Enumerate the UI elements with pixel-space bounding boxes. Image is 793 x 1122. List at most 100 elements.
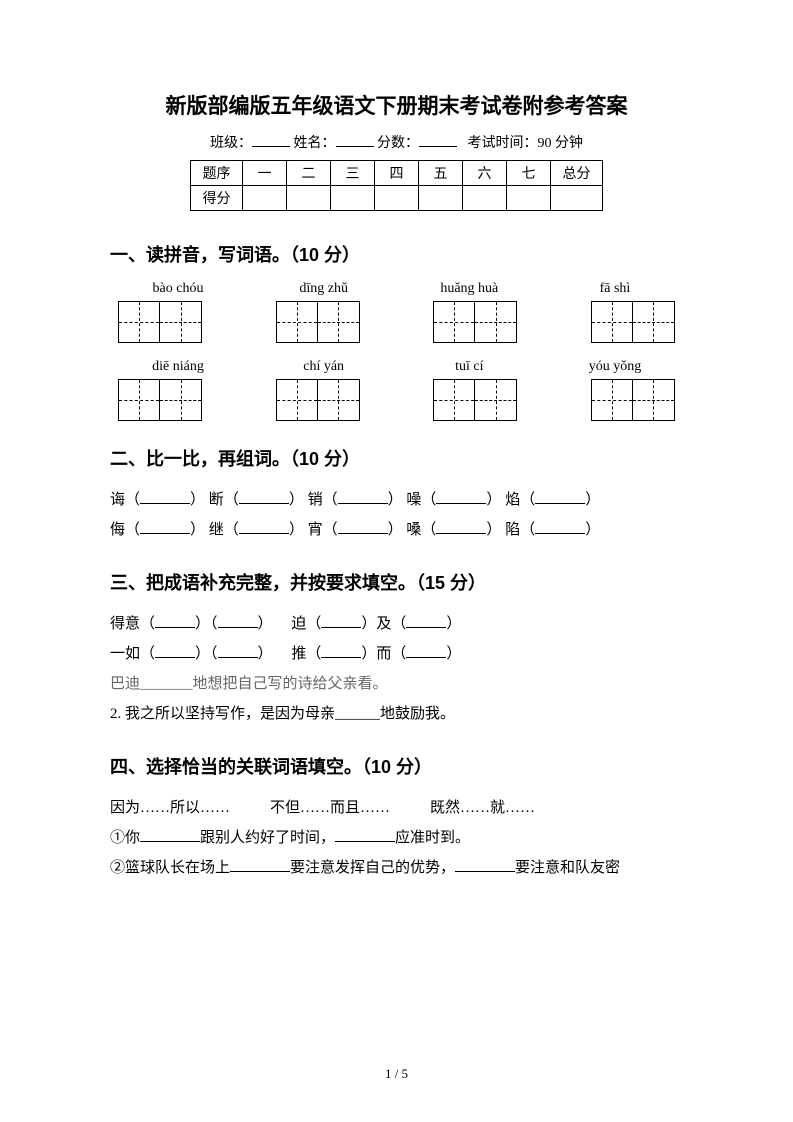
name-label: 姓名： bbox=[294, 136, 336, 151]
blank[interactable] bbox=[155, 613, 195, 628]
section1-title: 一、读拼音，写词语。（10 分） bbox=[110, 241, 683, 267]
box-row bbox=[110, 379, 683, 421]
page-number: 1 / 5 bbox=[0, 1066, 793, 1082]
char-box-pair[interactable] bbox=[591, 379, 675, 421]
blank[interactable] bbox=[321, 643, 361, 658]
pinyin-row: diē niáng chí yán tuī cí yóu yǒng bbox=[110, 359, 683, 375]
text: ①你 bbox=[110, 830, 140, 846]
char-box-pair[interactable] bbox=[118, 379, 202, 421]
q3-line2: 一如（）（） 推（）而（） bbox=[110, 639, 683, 669]
blank[interactable] bbox=[335, 827, 395, 842]
char-box-pair[interactable] bbox=[276, 379, 360, 421]
blank[interactable] bbox=[406, 643, 446, 658]
col-cell: 五 bbox=[419, 161, 463, 186]
score-row-label: 得分 bbox=[191, 186, 243, 211]
section3-title: 三、把成语补充完整，并按要求填空。（15 分） bbox=[110, 569, 683, 595]
class-blank[interactable] bbox=[252, 133, 290, 147]
text: 一如 bbox=[110, 646, 140, 662]
blank[interactable] bbox=[436, 519, 486, 534]
pinyin: diē niáng bbox=[118, 359, 238, 375]
text: 应准时到。 bbox=[395, 830, 470, 846]
col-cell: 二 bbox=[287, 161, 331, 186]
blank[interactable] bbox=[140, 519, 190, 534]
conj-option: 因为……所以…… bbox=[110, 793, 230, 823]
section2-title: 二、比一比，再组词。（10 分） bbox=[110, 445, 683, 471]
q2-line1: 诲（） 断（） 销（） 噪（） 焰（） bbox=[110, 485, 683, 515]
blank[interactable] bbox=[406, 613, 446, 628]
col-cell: 六 bbox=[463, 161, 507, 186]
pinyin: tuī cí bbox=[409, 359, 529, 375]
score-cell[interactable] bbox=[507, 186, 551, 211]
exam-title: 新版部编版五年级语文下册期末考试卷附参考答案 bbox=[110, 90, 683, 120]
conj-option: 不但……而且…… bbox=[270, 793, 390, 823]
score-cell[interactable] bbox=[375, 186, 419, 211]
blank[interactable] bbox=[338, 489, 388, 504]
blank[interactable] bbox=[436, 489, 486, 504]
table-row: 得分 bbox=[191, 186, 603, 211]
score-blank[interactable] bbox=[419, 133, 457, 147]
pinyin: dīng zhǔ bbox=[264, 281, 384, 297]
blank[interactable] bbox=[218, 613, 258, 628]
text: 要注意发挥自己的优势， bbox=[290, 860, 455, 876]
blank[interactable] bbox=[239, 489, 289, 504]
conj-options: 因为……所以…… 不但……而且…… 既然……就…… bbox=[110, 793, 683, 823]
q3-line3: 巴迪_______地想把自己写的诗给父亲看。 bbox=[110, 669, 683, 699]
char: 嗓 bbox=[406, 522, 421, 538]
blank[interactable] bbox=[140, 489, 190, 504]
score-label: 分数： bbox=[377, 136, 419, 151]
col-cell: 四 bbox=[375, 161, 419, 186]
text: 得意 bbox=[110, 616, 140, 632]
text: 推 bbox=[291, 646, 306, 662]
table-row: 题序 一 二 三 四 五 六 七 总分 bbox=[191, 161, 603, 186]
text: ②篮球队长在场上 bbox=[110, 860, 230, 876]
text: 而 bbox=[376, 646, 391, 662]
pinyin: huǎng huà bbox=[409, 281, 529, 297]
blank[interactable] bbox=[455, 857, 515, 872]
char: 继 bbox=[209, 522, 224, 538]
blank[interactable] bbox=[535, 519, 585, 534]
blank[interactable] bbox=[155, 643, 195, 658]
blank[interactable] bbox=[140, 827, 200, 842]
col-cell: 七 bbox=[507, 161, 551, 186]
blank[interactable] bbox=[239, 519, 289, 534]
char: 噪 bbox=[406, 492, 421, 508]
blank[interactable] bbox=[230, 857, 290, 872]
score-cell[interactable] bbox=[463, 186, 507, 211]
score-cell[interactable] bbox=[331, 186, 375, 211]
section4-title: 四、选择恰当的关联词语填空。（10 分） bbox=[110, 753, 683, 779]
score-table: 题序 一 二 三 四 五 六 七 总分 得分 bbox=[190, 160, 603, 211]
box-row bbox=[110, 301, 683, 343]
pinyin: bào chóu bbox=[118, 281, 238, 297]
pinyin: fā shì bbox=[555, 281, 675, 297]
blank[interactable] bbox=[321, 613, 361, 628]
score-cell[interactable] bbox=[287, 186, 331, 211]
blank[interactable] bbox=[338, 519, 388, 534]
char: 陷 bbox=[505, 522, 520, 538]
char: 诲 bbox=[110, 492, 125, 508]
score-cell[interactable] bbox=[551, 186, 603, 211]
text: 及 bbox=[376, 616, 391, 632]
col-cell: 一 bbox=[243, 161, 287, 186]
char: 焰 bbox=[505, 492, 520, 508]
blank[interactable] bbox=[218, 643, 258, 658]
char-box-pair[interactable] bbox=[276, 301, 360, 343]
char: 断 bbox=[209, 492, 224, 508]
score-cell[interactable] bbox=[243, 186, 287, 211]
pinyin: yóu yǒng bbox=[555, 359, 675, 375]
col-cell: 三 bbox=[331, 161, 375, 186]
char: 侮 bbox=[110, 522, 125, 538]
blank[interactable] bbox=[535, 489, 585, 504]
char: 销 bbox=[308, 492, 323, 508]
pinyin-row: bào chóu dīng zhǔ huǎng huà fā shì bbox=[110, 281, 683, 297]
name-blank[interactable] bbox=[336, 133, 374, 147]
q3-line4: 2. 我之所以坚持写作，是因为母亲______地鼓励我。 bbox=[110, 699, 683, 729]
char-box-pair[interactable] bbox=[118, 301, 202, 343]
header-cell: 题序 bbox=[191, 161, 243, 186]
text: 迫 bbox=[291, 616, 306, 632]
col-cell: 总分 bbox=[551, 161, 603, 186]
char-box-pair[interactable] bbox=[433, 379, 517, 421]
q4-line1: ①你跟别人约好了时间，应准时到。 bbox=[110, 823, 683, 853]
score-cell[interactable] bbox=[419, 186, 463, 211]
char-box-pair[interactable] bbox=[433, 301, 517, 343]
char-box-pair[interactable] bbox=[591, 301, 675, 343]
